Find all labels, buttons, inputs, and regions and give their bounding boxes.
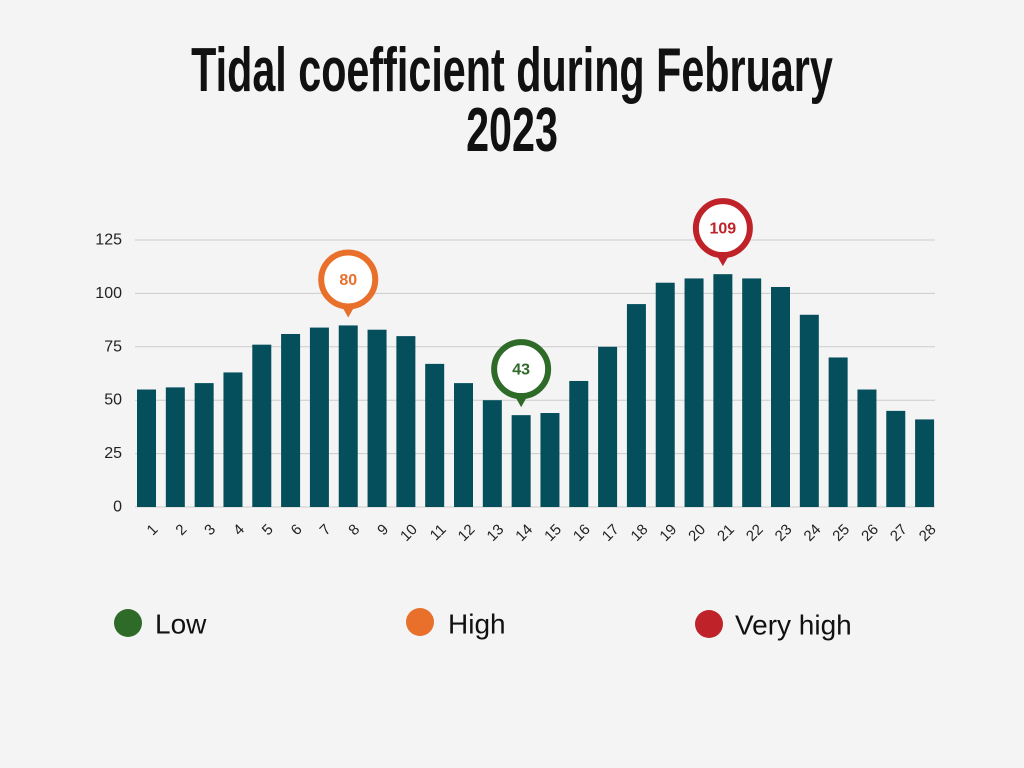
- x-tick-label: 5: [259, 521, 277, 539]
- annotation-label: 43: [512, 362, 530, 379]
- bar: [626, 304, 646, 507]
- x-tick-label: 18: [628, 521, 652, 545]
- x-tick-label: 23: [772, 521, 796, 545]
- x-tick-label: 11: [427, 521, 450, 544]
- bar: [598, 346, 618, 507]
- annotation-label: 109: [710, 221, 737, 238]
- bar: [771, 286, 791, 507]
- chart-title: Tidal coefficient during February 2023: [191, 36, 833, 165]
- legend-swatch-low: [114, 609, 142, 637]
- bar: [396, 336, 416, 507]
- x-tick-label: 25: [829, 521, 853, 545]
- legend-swatch-very-high: [695, 610, 723, 638]
- x-tick-label: 22: [743, 521, 767, 545]
- bar: [482, 400, 502, 507]
- bar: [886, 410, 906, 507]
- x-tick-label: 17: [599, 521, 623, 545]
- legend-label-very-high: Very high: [735, 610, 852, 641]
- x-tick-label: 27: [887, 521, 911, 545]
- x-tick-label: 19: [656, 521, 680, 545]
- y-tick-label: 100: [95, 285, 122, 302]
- bar: [828, 357, 848, 507]
- x-tick-label: 9: [374, 521, 392, 539]
- legend-label-high: High: [448, 609, 506, 640]
- bar: [569, 380, 589, 507]
- x-tick-label: 12: [455, 521, 479, 545]
- x-tick-label: 14: [512, 521, 536, 545]
- x-tick-label: 3: [201, 521, 219, 539]
- x-tick-label: 15: [541, 521, 565, 545]
- bar: [137, 389, 157, 507]
- bar: [511, 415, 531, 507]
- x-tick-label: 8: [345, 521, 363, 539]
- bar: [281, 333, 301, 507]
- annotation-pin-pointer: [513, 393, 530, 408]
- bar: [857, 389, 877, 507]
- bar: [742, 278, 762, 507]
- annotation-marker: 109: [692, 198, 753, 267]
- annotation-pin-pointer: [340, 303, 357, 318]
- legend-item-low: Low: [114, 609, 207, 640]
- legend-item-high: High: [406, 608, 506, 640]
- x-tick-label: 16: [570, 521, 594, 545]
- bar: [713, 274, 733, 507]
- y-axis-tick-labels: 0 25 50 75 100 125: [95, 232, 122, 516]
- x-tick-label: 2: [172, 521, 190, 539]
- bar: [655, 282, 675, 507]
- y-tick-label: 0: [113, 499, 122, 516]
- bar: [309, 327, 329, 507]
- bar: [540, 413, 560, 507]
- y-tick-label: 75: [104, 338, 122, 355]
- bar: [425, 363, 445, 507]
- legend-item-very-high: Very high: [695, 610, 852, 641]
- x-tick-label: 7: [317, 521, 335, 539]
- y-tick-label: 125: [95, 232, 122, 249]
- bar: [684, 278, 704, 507]
- x-tick-label: 26: [858, 521, 882, 545]
- legend: Low High Very high: [114, 608, 852, 641]
- bar: [194, 383, 214, 507]
- bar: [454, 383, 474, 507]
- bar: [165, 387, 185, 507]
- legend-label-low: Low: [155, 609, 207, 640]
- x-tick-label: 24: [801, 521, 825, 545]
- bar: [338, 325, 358, 507]
- x-tick-label: 4: [230, 521, 248, 539]
- x-tick-label: 13: [484, 521, 508, 545]
- annotation-marker: 43: [491, 339, 552, 408]
- annotations: 80 43 109: [318, 198, 753, 408]
- legend-swatch-high: [406, 608, 434, 636]
- bar: [367, 329, 387, 507]
- x-tick-label: 20: [685, 521, 709, 545]
- x-axis-tick-labels: 1 2 3 4 5 6 7 8 9 10 11 12 13 14 15 16 17 18 19 20 21 22 23 24 2…: [144, 521, 940, 545]
- x-tick-label: 1: [144, 521, 162, 539]
- bar: [252, 344, 272, 507]
- x-tick-label: 21: [714, 521, 738, 545]
- bar: [799, 314, 819, 507]
- annotation-marker: 80: [318, 249, 379, 318]
- x-tick-label: 10: [397, 521, 421, 545]
- bar: [223, 372, 243, 507]
- x-tick-label: 28: [916, 521, 940, 545]
- bar: [915, 419, 935, 507]
- y-tick-label: 50: [104, 392, 122, 409]
- bars: [137, 274, 935, 507]
- x-tick-label: 6: [288, 521, 306, 539]
- annotation-label: 80: [339, 272, 357, 289]
- y-tick-label: 25: [104, 445, 122, 462]
- annotation-pin-pointer: [714, 252, 731, 267]
